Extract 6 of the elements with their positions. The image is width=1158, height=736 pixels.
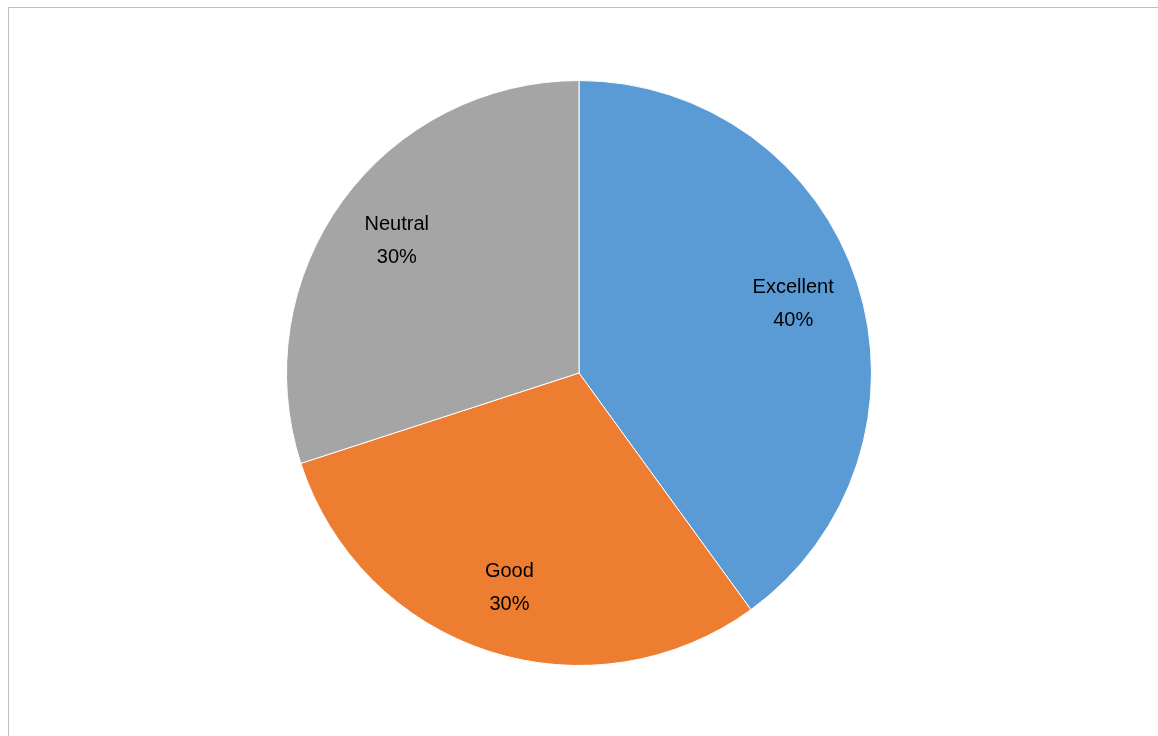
slice-label: Good	[484, 558, 534, 581]
slice-label: Neutral	[364, 212, 430, 235]
data-label: 40%	[773, 307, 814, 330]
data-label: 30%	[489, 591, 530, 614]
data-label: 30%	[376, 245, 418, 268]
slice-label: Excellent	[752, 274, 835, 297]
